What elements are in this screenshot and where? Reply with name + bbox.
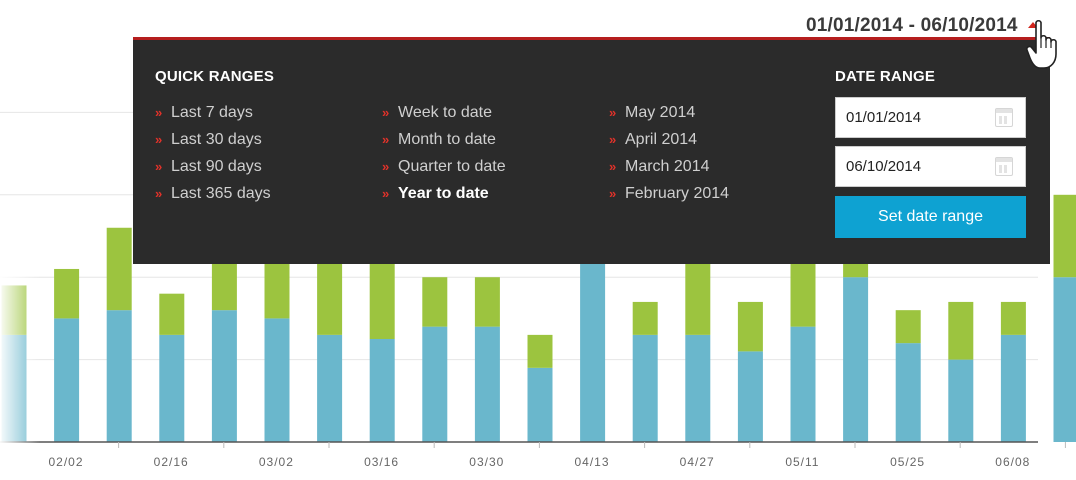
caret-up-icon (1027, 22, 1038, 28)
chevron-right-icon: » (609, 105, 617, 120)
quick-range-last-7-days[interactable]: » Last 7 days (155, 103, 253, 121)
bar-segment-blue[interactable] (159, 334, 185, 442)
chevron-right-icon: » (609, 159, 617, 174)
bar-segment-blue[interactable] (211, 310, 237, 442)
bar-segment-green[interactable] (1000, 301, 1026, 335)
quick-ranges-title: QUICK RANGES (155, 68, 275, 85)
bar-segment-green[interactable] (106, 227, 132, 311)
bar-segment-blue[interactable] (843, 277, 869, 442)
bar-segment-blue[interactable] (895, 343, 921, 442)
bar-segment-green[interactable] (527, 334, 553, 368)
quick-range-quarter-to-date[interactable]: » Quarter to date (382, 157, 506, 175)
bar-segment-green[interactable] (948, 301, 974, 360)
quick-range-february-2014[interactable]: » February 2014 (609, 184, 730, 202)
x-tick-label: 04/27 (680, 455, 715, 469)
quick-range-march-2014[interactable]: » March 2014 (609, 157, 710, 175)
bar-segment-green[interactable] (632, 301, 658, 335)
bar-segment-blue[interactable] (369, 339, 395, 442)
bar-segment-blue[interactable] (948, 359, 974, 442)
quick-ranges-column-3: » May 2014 » April 2014 » March 2014 » Febru… (609, 99, 729, 207)
date-range-title: DATE RANGE (835, 68, 936, 85)
end-date-input[interactable]: 06/10/2014 (835, 146, 1026, 187)
chevron-right-icon: » (382, 132, 390, 147)
bar-segment-blue[interactable] (474, 326, 500, 442)
date-range-panel: QUICK RANGES » Last 7 days » Last 30 days … (133, 37, 1050, 264)
bar-segment-blue[interactable] (1000, 334, 1026, 442)
x-tick-label: 05/25 (890, 455, 925, 469)
x-tick-label: 04/13 (574, 455, 609, 469)
date-range-toggle[interactable]: 01/01/2014 - 06/10/2014 (806, 12, 1038, 40)
start-date-input[interactable]: 01/01/2014 (835, 97, 1026, 138)
start-date-value: 01/01/2014 (846, 109, 922, 126)
chevron-right-icon: » (382, 186, 390, 201)
chevron-right-icon: » (155, 105, 163, 120)
bar-segment-blue[interactable] (737, 351, 763, 442)
bar-segment-green[interactable] (474, 277, 500, 327)
bar-segment-green[interactable] (685, 252, 711, 335)
set-date-range-button[interactable]: Set date range (835, 196, 1026, 238)
bar-segment-green[interactable] (422, 277, 448, 327)
quick-ranges-column-2: » Week to date » Month to date » Quarter to… (382, 99, 506, 207)
quick-range-last-90-days[interactable]: » Last 90 days (155, 157, 262, 175)
x-tick-label: 06/08 (995, 455, 1030, 469)
chevron-right-icon: » (155, 159, 163, 174)
bar-segment-green[interactable] (159, 293, 185, 335)
bar-segment-blue[interactable] (790, 326, 816, 442)
bar-segment-blue[interactable] (106, 310, 132, 442)
chevron-right-icon: » (382, 159, 390, 174)
bar-segment-green[interactable] (895, 310, 921, 344)
bar-segment-blue[interactable] (527, 367, 553, 442)
calendar-icon[interactable] (995, 108, 1013, 127)
quick-range-last-365-days[interactable]: » Last 365 days (155, 184, 271, 202)
bar-segment-blue[interactable] (264, 318, 290, 442)
bar-segment-blue[interactable] (54, 318, 80, 442)
x-tick-label: 02/16 (154, 455, 189, 469)
quick-range-last-30-days[interactable]: » Last 30 days (155, 130, 262, 148)
bar-segment-blue[interactable] (1053, 277, 1076, 442)
quick-range-year-to-date[interactable]: » Year to date (382, 184, 489, 202)
chevron-right-icon: » (609, 186, 617, 201)
chart-left-fade (0, 260, 40, 450)
bar-segment-green[interactable] (1053, 194, 1076, 278)
x-tick-label: 05/11 (785, 455, 819, 469)
date-range-display: 01/01/2014 - 06/10/2014 (806, 15, 1018, 36)
bar-segment-blue[interactable] (685, 334, 711, 442)
end-date-value: 06/10/2014 (846, 158, 922, 175)
bar-segment-green[interactable] (54, 268, 80, 319)
bar-segment-blue[interactable] (422, 326, 448, 442)
x-tick-label: 03/16 (364, 455, 399, 469)
quick-range-april-2014[interactable]: » April 2014 (609, 130, 698, 148)
calendar-icon[interactable] (995, 157, 1013, 176)
bar-segment-blue[interactable] (580, 260, 606, 442)
quick-range-month-to-date[interactable]: » Month to date (382, 130, 496, 148)
chevron-right-icon: » (155, 186, 163, 201)
bar-segment-blue[interactable] (317, 334, 343, 442)
hand-pointer-cursor-icon (1026, 19, 1057, 69)
x-tick-label: 03/30 (469, 455, 504, 469)
x-tick-label: 02/02 (48, 455, 83, 469)
chevron-right-icon: » (155, 132, 163, 147)
chevron-right-icon: » (609, 132, 617, 147)
quick-range-may-2014[interactable]: » May 2014 (609, 103, 696, 121)
quick-range-week-to-date[interactable]: » Week to date (382, 103, 492, 121)
bar-segment-green[interactable] (737, 301, 763, 352)
quick-ranges-column-1: » Last 7 days » Last 30 days » Last 90 days… (155, 99, 271, 207)
x-tick-label: 03/02 (259, 455, 294, 469)
chevron-right-icon: » (382, 105, 390, 120)
bar-segment-blue[interactable] (632, 334, 658, 442)
